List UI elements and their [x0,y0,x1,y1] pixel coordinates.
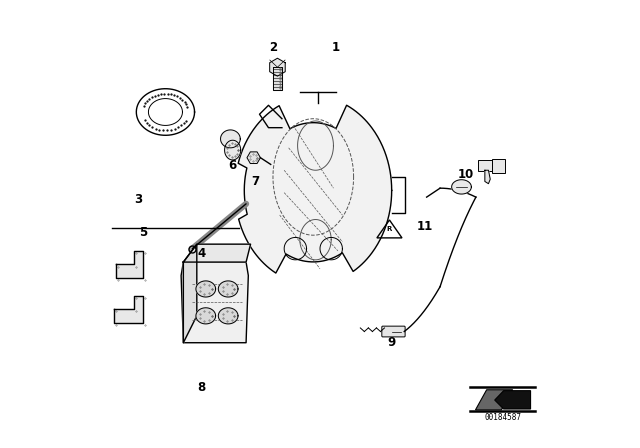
Text: 11: 11 [417,220,433,233]
Polygon shape [218,308,238,324]
FancyBboxPatch shape [382,326,405,337]
Text: 1: 1 [332,40,340,54]
Polygon shape [495,391,531,409]
Text: 10: 10 [458,168,474,181]
Polygon shape [116,251,143,278]
Text: 8: 8 [197,381,205,394]
Polygon shape [184,244,197,343]
Polygon shape [196,308,216,324]
Polygon shape [452,180,471,194]
Text: 00184587: 00184587 [484,414,521,422]
Text: 6: 6 [228,159,237,172]
Polygon shape [114,296,143,323]
Polygon shape [218,281,238,297]
Text: 5: 5 [139,226,147,240]
FancyBboxPatch shape [477,160,492,171]
Polygon shape [184,244,251,262]
Polygon shape [225,140,241,160]
Polygon shape [181,262,248,343]
Polygon shape [238,105,392,273]
Polygon shape [196,281,216,297]
Polygon shape [273,67,282,90]
Polygon shape [476,390,513,410]
Polygon shape [269,58,285,76]
Text: 2: 2 [269,40,277,54]
Text: 3: 3 [134,193,143,206]
Polygon shape [221,130,240,148]
Text: 7: 7 [251,175,259,188]
Polygon shape [247,152,260,164]
FancyBboxPatch shape [493,159,504,173]
Text: R: R [387,226,392,232]
Text: 9: 9 [388,336,396,349]
Polygon shape [485,170,490,184]
Text: 4: 4 [197,246,205,260]
